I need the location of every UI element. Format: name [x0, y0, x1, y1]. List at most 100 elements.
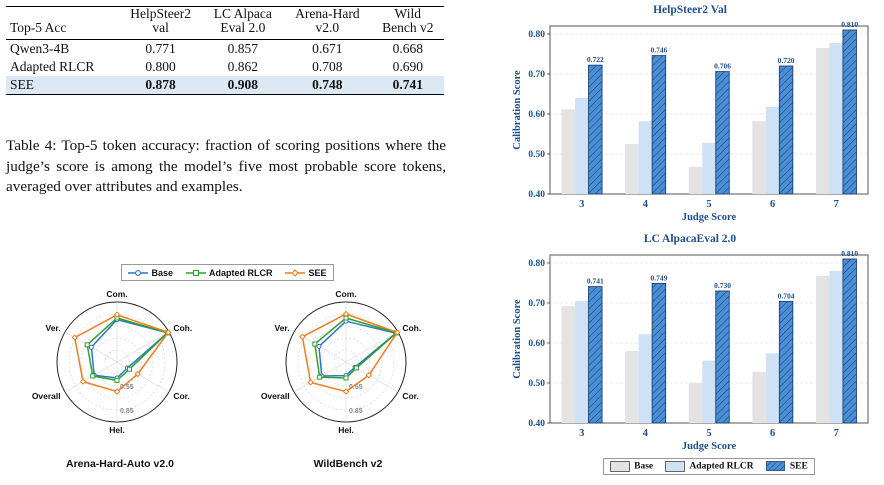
bar-adapted-rlcr [829, 271, 843, 423]
radar-point [312, 341, 318, 347]
bar-see [842, 258, 857, 424]
column-header: Top-5 Acc [6, 7, 119, 40]
bar-base [688, 166, 703, 194]
table-caption: Table 4: Top-5 token accuracy: fraction … [6, 137, 446, 195]
radar-axis-label: Hel. [109, 425, 125, 435]
x-tick-label: 7 [834, 428, 839, 439]
radar-point [316, 343, 322, 349]
radar-spoke [345, 331, 399, 363]
table-cell: 0.741 [371, 76, 444, 95]
radar-spoke [116, 331, 170, 363]
bar-see [588, 64, 603, 195]
top5-accuracy-table: Top-5 Acc HelpSteer2 val LC Alpaca Eval 2.0 A… [6, 6, 444, 95]
y-tick-label: 0.50 [528, 379, 545, 389]
hatch-swatch-icon [765, 461, 785, 471]
legend-label: Base [634, 461, 654, 472]
legend-item-see: SEE [285, 268, 326, 278]
bar-value-label: 0.704 [778, 291, 795, 300]
bar-adapted-rlcr [638, 334, 653, 423]
x-tick-label: 6 [770, 199, 775, 210]
bar-chart-helpsteer: 0.40 0.50 0.60 0.70 0.80 0.722 3 0.746 4 0.706 5 0.… [512, 20, 869, 223]
table-cell: 0.690 [392, 59, 423, 74]
bar-value-label: 0.730 [714, 281, 731, 290]
bar-legend: Base Adapted RLCR SEE [603, 458, 815, 475]
radar-axis-label: Overall [261, 391, 290, 401]
x-tick-label: 4 [643, 428, 649, 439]
radar-point [114, 377, 120, 383]
column-header-line: Bench v2 [382, 20, 434, 35]
bar-value-label: 0.810 [841, 20, 858, 29]
legend-label: SEE [789, 461, 808, 472]
radar-point [71, 334, 78, 341]
y-tick-label: 0.80 [528, 30, 545, 40]
bar-see [651, 282, 667, 424]
bar-value-label: 0.810 [841, 249, 858, 258]
radar-axis-label: Hel. [338, 425, 354, 435]
y-tick-label: 0.40 [528, 190, 545, 200]
x-axis-label: Judge Score [682, 212, 737, 223]
radar-title-arena-hard: Arena-Hard-Auto v2.0 [66, 458, 174, 470]
radar-ring-label: 0.55 [349, 384, 363, 391]
legend-label: Base [151, 267, 173, 278]
table-cell: 0.748 [283, 76, 372, 95]
table-cell: 0.800 [145, 59, 176, 74]
x-tick-label: 4 [643, 199, 649, 210]
column-header-line: Wild [394, 6, 421, 21]
bar-see [715, 290, 730, 424]
legend-line-base-icon [128, 269, 149, 276]
radar-point [126, 366, 132, 372]
x-tick-label: 5 [706, 428, 711, 439]
y-axis-label: Calibration Score [512, 70, 523, 150]
bar-base [815, 275, 830, 423]
legend-line-see-icon [285, 268, 306, 277]
bar-base [561, 306, 576, 423]
table-cell: 0.878 [118, 76, 203, 95]
radar-point [79, 378, 87, 385]
radar-title-wildbench: WildBench v2 [313, 458, 383, 470]
bar-legend-item-base: Base [610, 461, 653, 472]
bar-legend-item-see: SEE [765, 461, 808, 472]
column-header-line: Top-5 Acc [10, 20, 67, 35]
legend-item-adapted-rlcr: Adapted RLCR [185, 268, 272, 278]
radar-axis-label: Cor. [173, 391, 190, 401]
radar-point [394, 329, 401, 336]
radar-point [343, 375, 349, 381]
bar-adapted-rlcr [765, 106, 780, 194]
radar-charts: 0.55 0.85 Com. Coh. Cor. Hel. Overall Ver. 0.55 0… [32, 289, 421, 435]
radar-axis-label: Ver. [46, 323, 61, 333]
radar-point [90, 373, 96, 379]
bar-value-label: 0.706 [714, 62, 731, 71]
radar-legend: Base Adapted RLCR SEE [121, 264, 334, 281]
y-tick-label: 0.80 [528, 259, 545, 269]
y-tick-label: 0.70 [528, 70, 545, 80]
table-row: Qwen3-4B 0.771 0.857 0.671 0.668 [6, 39, 444, 59]
radar-ring-label: 0.55 [120, 384, 134, 391]
y-tick-label: 0.50 [528, 150, 545, 160]
bar-see [778, 65, 794, 195]
table-row: Adapted RLCR 0.800 0.862 0.708 0.690 [6, 58, 444, 76]
radar-point [88, 344, 94, 350]
radar-point [84, 342, 90, 348]
radar-point [307, 379, 314, 386]
bar-value-label: 0.722 [587, 55, 604, 64]
bar-see [651, 55, 667, 195]
table-cell: 0.771 [145, 41, 176, 56]
radar-axis-label: Com. [106, 289, 127, 299]
column-header-line: LC Alpaca [213, 6, 272, 21]
legend-line-rlcr-icon [185, 269, 206, 276]
radar-point [342, 388, 350, 395]
bar-value-label: 0.746 [650, 46, 667, 55]
bar-base [688, 383, 703, 423]
bar-legend-item-rlcr: Adapted RLCR [665, 461, 754, 472]
bar-value-label: 0.720 [778, 56, 795, 65]
bar-adapted-rlcr [702, 142, 716, 194]
table-cell: 0.668 [392, 41, 423, 56]
radar-point [299, 333, 306, 341]
column-header-line: Eval 2.0 [220, 20, 266, 35]
radar-point [317, 374, 323, 380]
y-tick-label: 0.70 [528, 299, 545, 309]
x-tick-label: 3 [579, 199, 584, 210]
radar-axis-label: Coh. [173, 323, 192, 333]
bar-chart-title-alpacaeval: LC AlpacaEval 2.0 [643, 233, 737, 245]
row-label: SEE [6, 76, 119, 95]
